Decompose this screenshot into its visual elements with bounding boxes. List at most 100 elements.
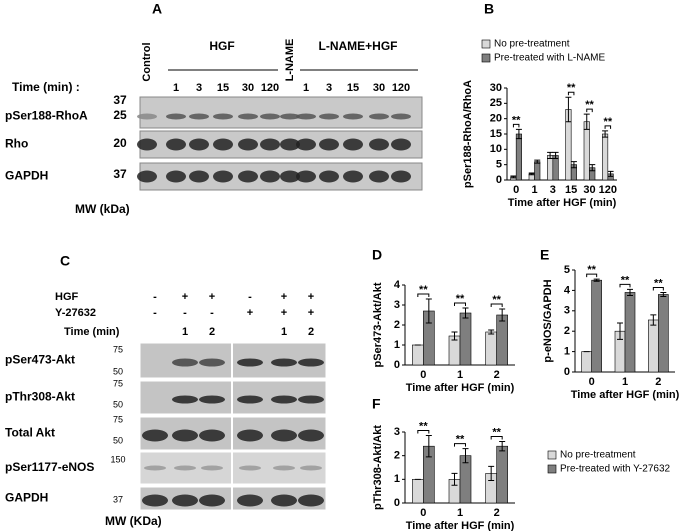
blot-band: [391, 170, 411, 183]
group-label: L-NAME+HGF: [319, 39, 398, 53]
bar: [412, 344, 424, 366]
significance-bracket: [490, 303, 503, 307]
blot-band: [172, 429, 198, 442]
blot-band: [166, 113, 186, 120]
y-tick-label: 4: [394, 279, 401, 291]
error-bar: [565, 96, 572, 123]
y-tick-label: 0: [394, 497, 400, 509]
time-value: 120: [261, 82, 279, 94]
error-bar: [660, 291, 667, 298]
blot-band: [280, 138, 300, 151]
blot-band: [137, 113, 157, 120]
significance-label: **: [492, 426, 501, 438]
treatment-mark: +: [281, 307, 287, 319]
mw-value: 25: [113, 108, 127, 122]
blot-band: [391, 138, 411, 151]
blot-band: [271, 494, 297, 507]
blot-band: [298, 429, 324, 442]
mw-value: 20: [113, 136, 127, 150]
error-bar: [425, 298, 432, 324]
significance-bracket: [454, 443, 466, 447]
significance-bracket: [652, 286, 664, 291]
error-bar: [499, 308, 506, 322]
blot-band: [319, 170, 339, 183]
blot-band: [172, 358, 198, 367]
blot-band: [369, 170, 389, 183]
significance-bracket: [586, 108, 593, 113]
blot-band: [199, 429, 225, 442]
lane-label: Control: [141, 42, 153, 81]
bar: [602, 133, 609, 181]
x-tick-label: 0: [420, 369, 426, 381]
y-tick-label: 2: [394, 450, 400, 462]
error-bar: [499, 440, 506, 452]
legend-label: No pre-treatment: [494, 39, 570, 50]
treatment-mark: +: [247, 307, 253, 319]
error-bar: [650, 314, 657, 326]
x-tick-label: 0: [420, 507, 426, 519]
treatment-label: HGF: [55, 291, 79, 303]
y-tick-label: 3: [394, 426, 400, 438]
blot-band: [296, 138, 316, 151]
blot-band: [271, 429, 297, 442]
bar: [658, 294, 669, 373]
mw-value: 75: [113, 378, 123, 388]
error-bar: [515, 128, 522, 140]
blot-band: [296, 170, 316, 183]
mw-value: 37: [113, 93, 127, 107]
x-tick-label: 15: [565, 184, 577, 196]
mw-label: MW (kDa): [75, 202, 130, 216]
bar: [515, 133, 522, 181]
mw-label: MW (KDa): [105, 514, 162, 528]
blot-band: [343, 170, 363, 183]
x-axis-label: Time after HGF (min): [406, 520, 515, 531]
error-bar: [488, 465, 495, 482]
blot-band: [237, 395, 263, 404]
time-value: 15: [347, 82, 359, 94]
error-bar: [602, 130, 609, 138]
legend-swatch: [547, 450, 557, 460]
error-bar: [617, 322, 623, 340]
error-bar: [627, 288, 633, 296]
blot-band: [238, 113, 258, 120]
treatment-mark: -: [153, 291, 157, 303]
significance-bracket: [454, 302, 466, 306]
blot-band: [142, 494, 168, 507]
y-tick-label: 5: [564, 264, 570, 276]
blot-band: [172, 395, 198, 404]
error-bar: [510, 175, 517, 179]
time-value: 2: [308, 326, 314, 338]
significance-label: **: [604, 116, 613, 128]
blot-band: [300, 465, 322, 471]
time-value: 30: [373, 82, 385, 94]
blot-band: [137, 138, 157, 151]
significance-label: **: [419, 284, 428, 296]
error-bar: [570, 161, 577, 169]
row-label: GAPDH: [5, 169, 48, 183]
y-axis-label: pThr308-Akt/Akt: [372, 425, 384, 510]
bar: [459, 312, 472, 366]
time-value: 3: [326, 82, 332, 94]
blot-band: [237, 494, 263, 507]
significance-label: **: [654, 277, 663, 289]
x-tick-label: 0: [513, 184, 519, 196]
blot-band: [213, 170, 233, 183]
blot-band: [273, 465, 295, 471]
y-tick-label: 4: [564, 284, 571, 296]
x-tick-label: 3: [550, 184, 556, 196]
blot-band: [369, 113, 389, 120]
panel-label: E: [540, 247, 549, 263]
y-tick-label: 0: [496, 174, 502, 186]
legend-label: Pre-treated with L-NAME: [494, 53, 605, 64]
blot-band: [260, 138, 280, 151]
y-tick-label: 0: [564, 366, 570, 378]
significance-label: **: [492, 294, 501, 306]
bar: [552, 155, 559, 181]
bar: [648, 319, 659, 373]
blot-band: [199, 494, 225, 507]
blot-band: [391, 113, 411, 120]
bar: [583, 121, 590, 181]
legend-label: Pre-treated with Y-27632: [560, 464, 671, 475]
